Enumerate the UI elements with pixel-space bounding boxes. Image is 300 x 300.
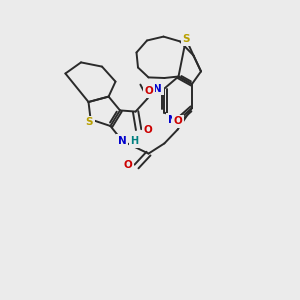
Text: S: S [182, 34, 190, 44]
Text: O: O [173, 116, 182, 126]
Text: N: N [167, 115, 176, 125]
Text: N: N [118, 136, 127, 146]
Text: S: S [85, 117, 93, 128]
Text: H: H [130, 136, 139, 146]
Text: N: N [153, 83, 162, 94]
Text: O: O [143, 124, 152, 135]
Text: O: O [145, 86, 154, 96]
Text: O: O [123, 160, 132, 170]
